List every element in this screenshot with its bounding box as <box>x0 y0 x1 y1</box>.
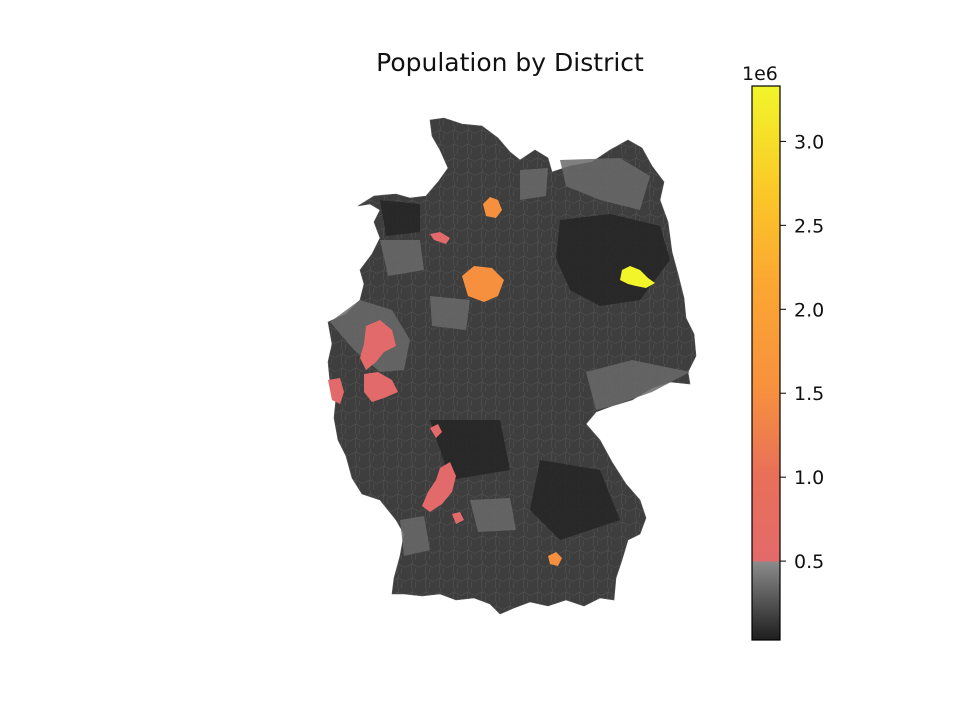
map-title: Population by District <box>376 48 644 77</box>
colorbar-tick-label: 0.5 <box>794 551 824 573</box>
frankfurt-district <box>430 424 442 438</box>
colorbar-exponent-label: 1e6 <box>742 63 778 85</box>
rhein-neckar-districts <box>422 462 456 512</box>
germany-map <box>327 117 697 615</box>
hannover-district <box>462 266 504 302</box>
colorbar-gradient <box>751 85 781 641</box>
colorbar-tick-label: 1.0 <box>794 467 824 489</box>
berlin-district <box>620 266 655 288</box>
hamburg-district <box>483 197 502 218</box>
colorbar-tick-label: 1.5 <box>794 383 824 405</box>
mid-population-regions <box>330 158 690 556</box>
colorbar-tick-label: 3.0 <box>794 131 824 153</box>
colorbar-tick-label: 2.5 <box>794 215 824 237</box>
stuttgart-district <box>452 512 464 524</box>
ruhr-districts <box>360 320 396 370</box>
colorbar-tick-label: 2.0 <box>794 299 824 321</box>
colorbar: 1e6 0.5 1.0 1.5 2.0 2.5 3.0 <box>742 63 824 641</box>
koeln-bonn-districts <box>364 372 398 402</box>
bremen-district <box>430 232 450 244</box>
aachen-district <box>328 378 344 404</box>
colorbar-ticks: 0.5 1.0 1.5 2.0 2.5 3.0 <box>780 131 824 573</box>
muenchen-district <box>548 552 562 566</box>
